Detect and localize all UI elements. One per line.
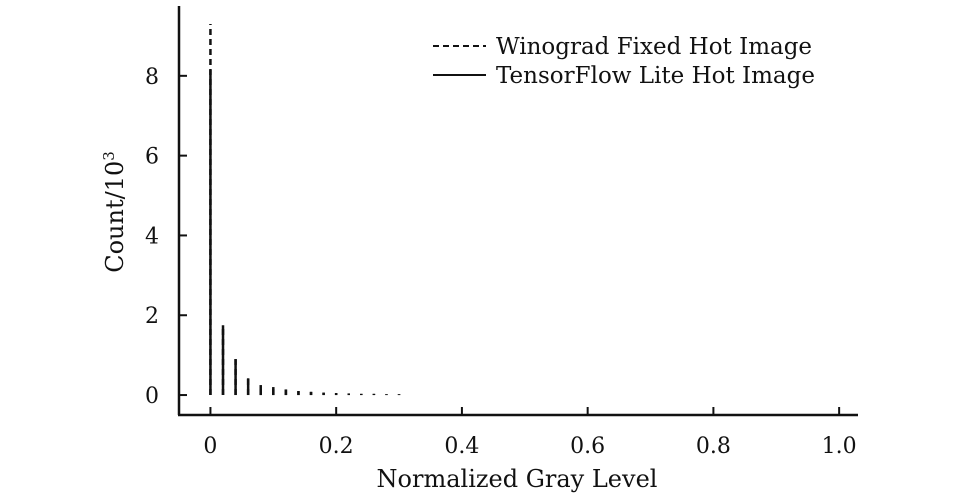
x-tick-label: 0: [203, 434, 217, 459]
legend-label-winograd: Winograd Fixed Hot Image: [496, 34, 812, 60]
y-axis-title: Count/103: [100, 151, 129, 273]
x-ticks: 0 0.2 0.4 0.6 0.8 1.0: [203, 407, 857, 459]
x-axis-title: Normalized Gray Level: [377, 465, 658, 493]
y-tick-label: 6: [145, 145, 159, 170]
y-axis-title-exponent: 3: [100, 151, 118, 161]
axes: [177, 6, 858, 417]
y-tick-label: 0: [145, 384, 159, 409]
y-tick-label: 2: [145, 304, 159, 329]
x-tick-label: 0.4: [444, 434, 479, 459]
y-tick-label: 8: [145, 65, 159, 90]
bar-marks: [209, 23, 401, 396]
x-tick-label: 0.8: [696, 434, 731, 459]
legend-label-tensorflow: TensorFlow Lite Hot Image: [496, 63, 815, 89]
y-tick-label: 4: [145, 224, 159, 249]
x-tick-label: 0.6: [570, 434, 605, 459]
x-tick-label: 1.0: [822, 434, 857, 459]
y-ticks: 0 2 4 6 8: [145, 65, 187, 409]
y-axis-title-text: Count/10: [101, 161, 129, 273]
x-tick-label: 0.2: [319, 434, 354, 459]
legend: Winograd Fixed Hot Image TensorFlow Lite…: [433, 34, 815, 89]
